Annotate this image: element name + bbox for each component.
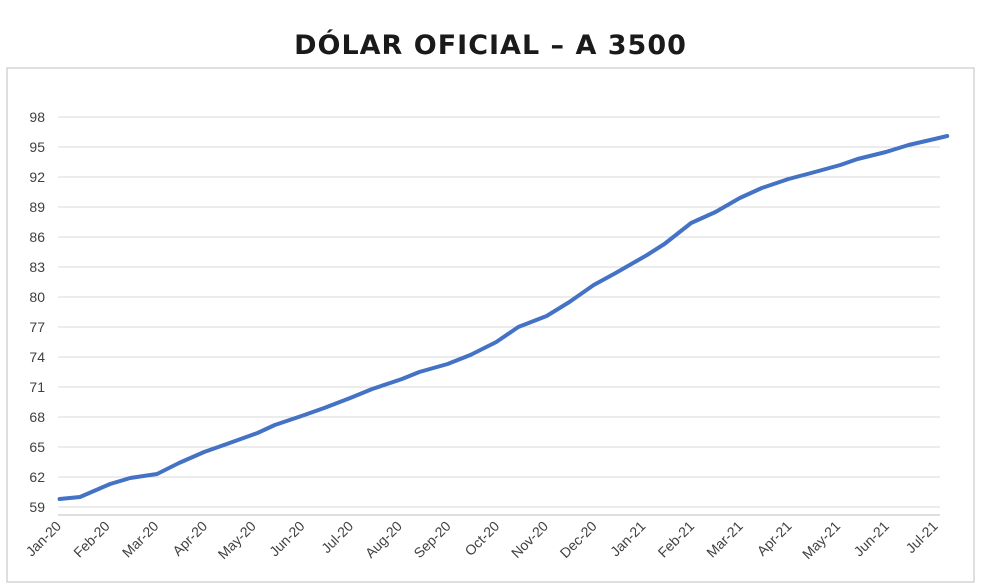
x-tick-label: Jun-21 — [850, 518, 892, 560]
y-tick-label: 59 — [29, 499, 45, 515]
data-point — [225, 442, 229, 446]
x-axis-ticks: Jan-20 Feb-20 Mar-20 Apr-20 May-20 Jun-20 Jul-… — [23, 518, 941, 562]
data-point — [494, 340, 498, 344]
x-tick-label: Feb-20 — [70, 518, 113, 561]
data-point — [856, 157, 860, 161]
data-point — [945, 134, 949, 138]
data-point — [645, 253, 649, 257]
x-tick-label: Apr-20 — [169, 518, 210, 559]
y-tick-label: 68 — [29, 409, 45, 425]
x-tick-label: Aug-20 — [362, 518, 405, 561]
x-tick-label: Jan-20 — [23, 518, 65, 560]
data-point — [58, 497, 62, 501]
data-point — [155, 472, 159, 476]
y-tick-label: 98 — [29, 109, 45, 125]
data-point — [256, 431, 260, 435]
y-tick-label: 77 — [29, 319, 45, 335]
data-point — [400, 377, 404, 381]
x-tick-label: Jun-20 — [266, 518, 308, 560]
data-point — [592, 283, 596, 287]
data-point — [809, 171, 813, 175]
data-point — [662, 242, 666, 246]
data-point — [322, 406, 326, 410]
data-point — [713, 210, 717, 214]
data-point — [300, 414, 303, 418]
data-point — [417, 370, 421, 374]
y-tick-label: 65 — [29, 439, 45, 455]
data-point — [933, 137, 937, 141]
y-tick-label: 62 — [29, 469, 45, 485]
x-tick-label: Mar-20 — [119, 518, 162, 561]
y-tick-label: 86 — [29, 229, 45, 245]
gridlines — [58, 116, 940, 516]
data-point — [689, 221, 693, 225]
y-tick-label: 95 — [29, 139, 45, 155]
data-point — [884, 150, 888, 154]
x-tick-label: Apr-21 — [754, 518, 795, 559]
data-point — [516, 325, 520, 329]
y-tick-label: 89 — [29, 199, 45, 215]
x-tick-label: Jul-20 — [318, 518, 356, 556]
chart-frame — [6, 67, 975, 583]
x-tick-label: Jul-21 — [902, 518, 940, 556]
y-tick-label: 92 — [29, 169, 45, 185]
y-tick-label: 80 — [29, 289, 45, 305]
data-point — [738, 196, 742, 200]
x-tick-label: Sep-20 — [410, 518, 453, 561]
y-axis-ticks: 59 62 65 68 71 74 77 80 83 86 89 92 95 98 — [29, 109, 45, 515]
data-point — [760, 186, 764, 190]
x-tick-label: May-21 — [799, 518, 843, 562]
plot-border — [6, 67, 975, 583]
data-point — [108, 482, 112, 486]
series-line — [57, 134, 950, 501]
data-point — [370, 387, 374, 391]
y-tick-label: 83 — [29, 259, 45, 275]
x-tick-label: Jan-21 — [607, 518, 649, 560]
data-point — [348, 396, 352, 400]
data-point — [838, 163, 842, 167]
data-point — [177, 461, 181, 465]
data-point — [273, 423, 277, 427]
data-point — [907, 143, 911, 147]
data-point — [468, 353, 472, 357]
x-tick-label: Mar-21 — [703, 518, 746, 561]
chart-title: DÓLAR OFICIAL – A 3500 — [294, 30, 687, 61]
data-point — [128, 476, 132, 480]
x-tick-label: May-20 — [215, 518, 259, 562]
data-point — [614, 271, 618, 275]
x-tick-label: Oct-20 — [461, 518, 502, 559]
y-tick-label: 74 — [29, 349, 45, 365]
data-point — [446, 362, 450, 366]
series-layer — [57, 134, 950, 501]
data-point — [202, 450, 206, 454]
data-point — [545, 314, 549, 318]
y-tick-label: 71 — [29, 379, 45, 395]
data-point — [567, 300, 571, 304]
data-point — [78, 495, 82, 499]
data-point — [787, 177, 790, 181]
x-tick-label: Nov-20 — [508, 518, 551, 561]
x-tick-label: Dec-20 — [557, 518, 600, 561]
x-tick-label: Feb-21 — [655, 518, 698, 561]
